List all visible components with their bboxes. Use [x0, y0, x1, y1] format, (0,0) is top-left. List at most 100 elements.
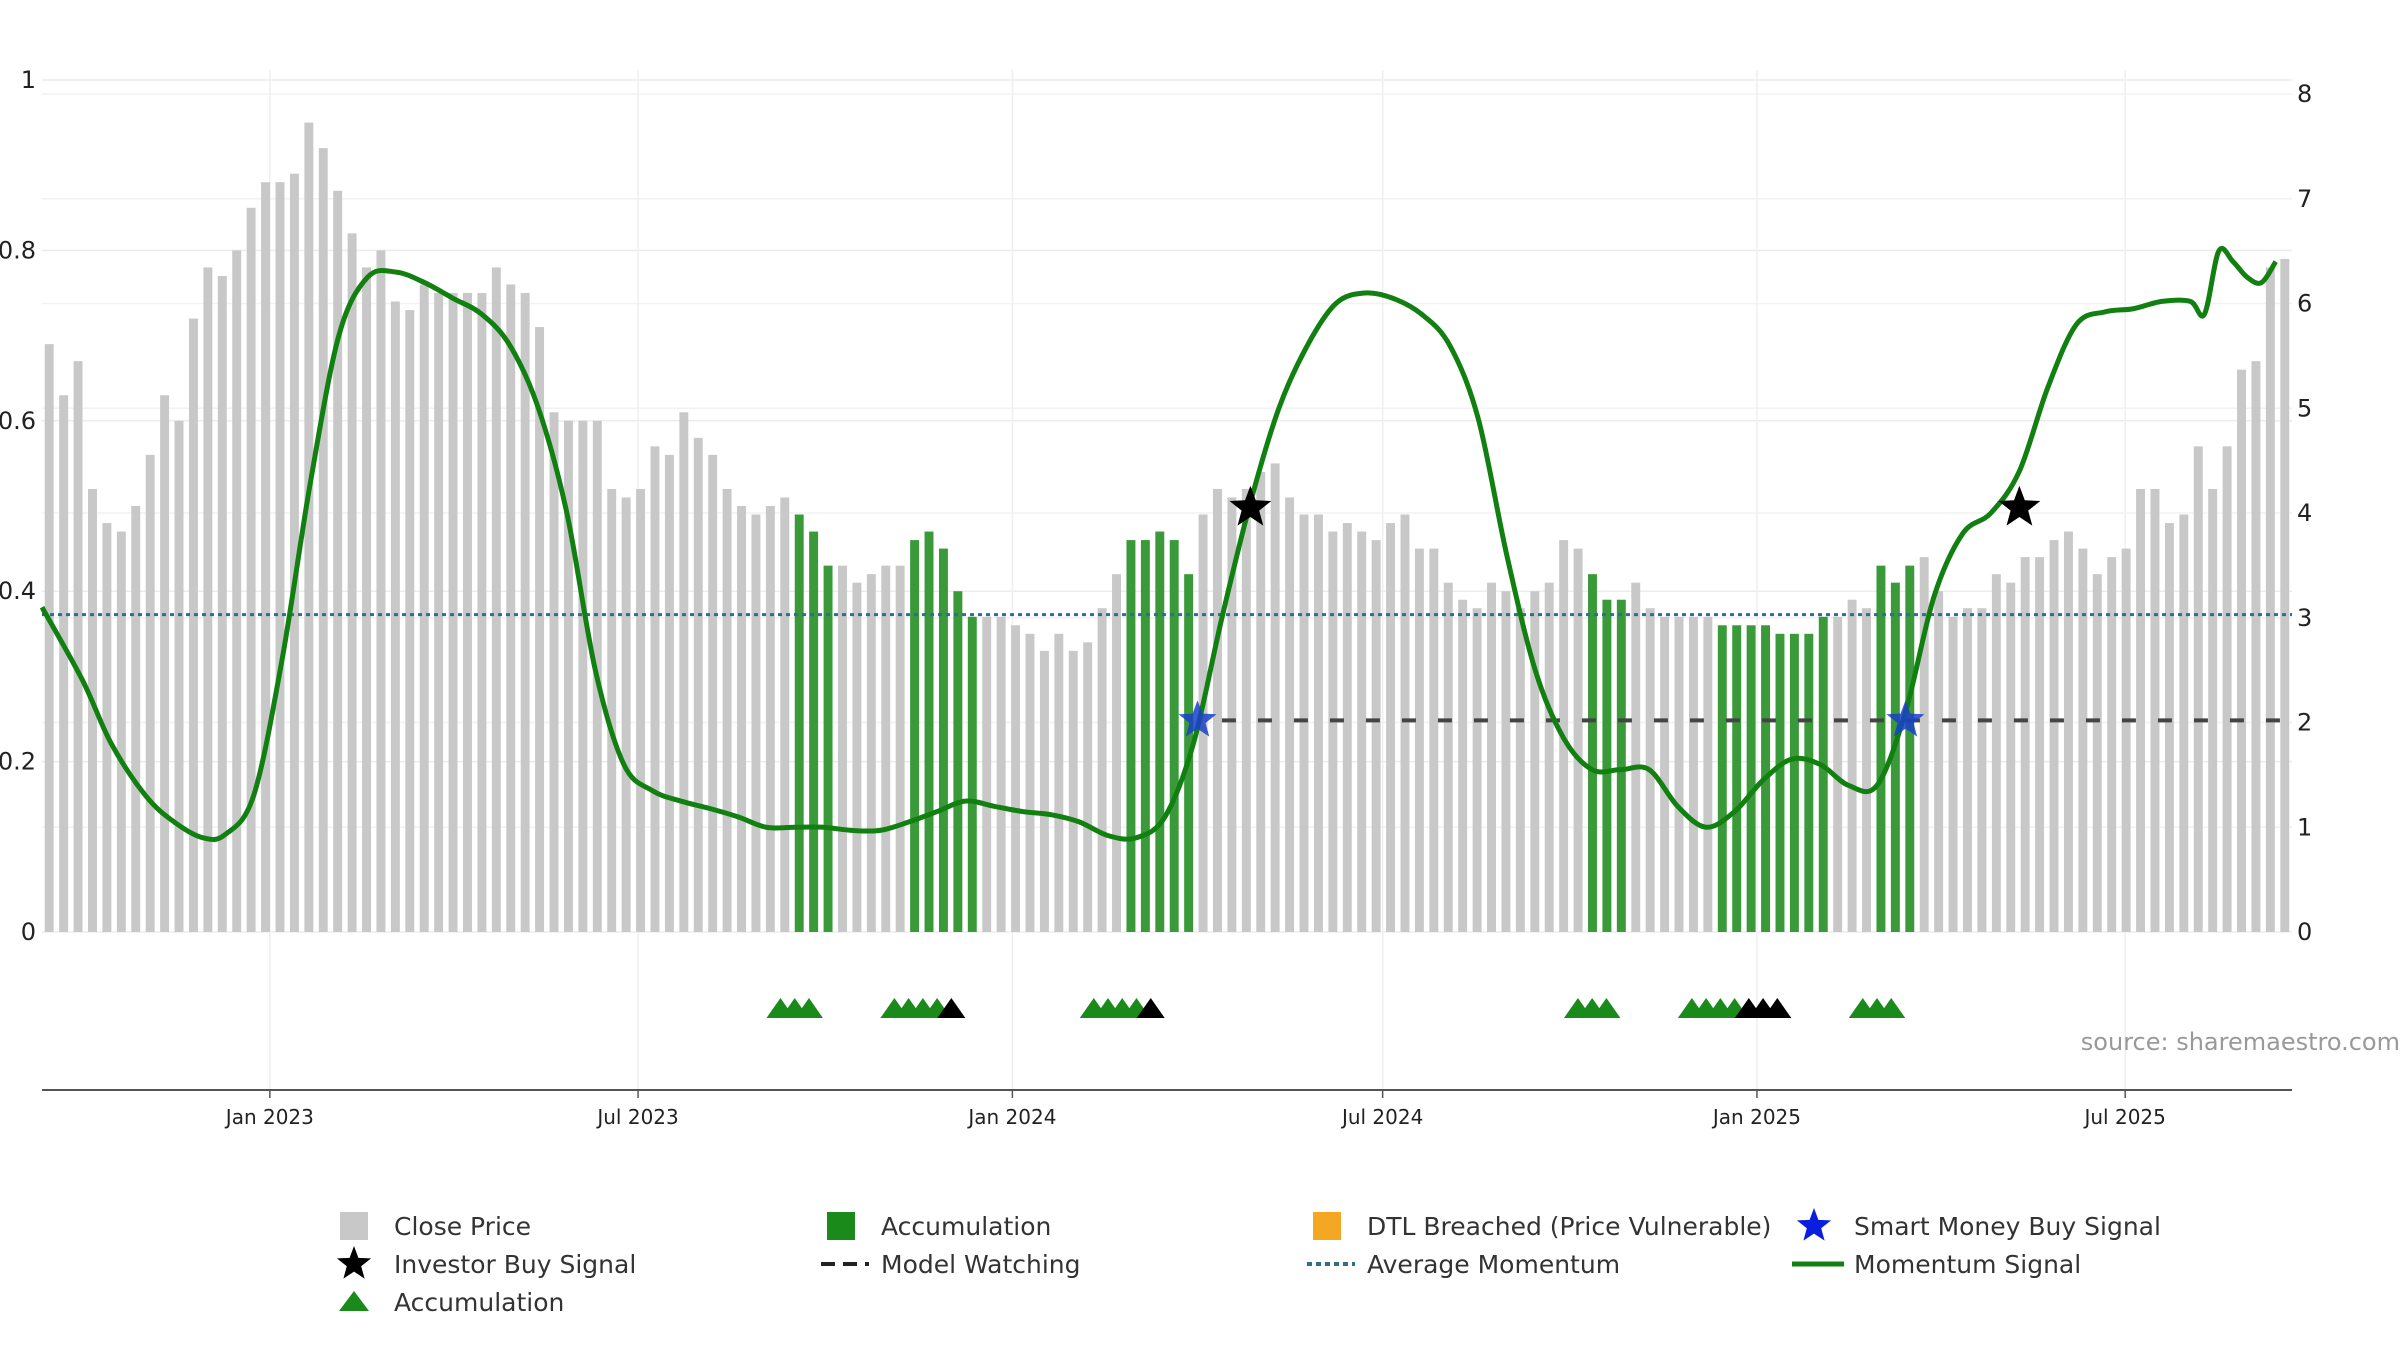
- legend: Close Price Accumulation DTL Breached (P…: [330, 1208, 2210, 1328]
- close-price-bar: [217, 275, 227, 933]
- legend-label: Accumulation: [394, 1287, 565, 1317]
- accumulation-bar: [1876, 565, 1886, 932]
- right-tick-label: 7: [2297, 185, 2312, 213]
- close-price-bar: [59, 395, 69, 932]
- right-tick-label: 8: [2297, 80, 2312, 108]
- close-price-bar: [174, 420, 184, 932]
- legend-dtl-breached: DTL Breached (Price Vulnerable): [1303, 1208, 1771, 1244]
- x-tick-label: Jul 2023: [595, 1105, 678, 1129]
- close-price-bar: [390, 301, 400, 932]
- x-tick-label: Jul 2024: [1340, 1105, 1423, 1129]
- close-price-bar: [1386, 523, 1396, 932]
- dashed-line-icon: [817, 1246, 873, 1282]
- close-price-bar: [1544, 582, 1554, 932]
- right-y-axis-ticks: 0 1 2 3 4 5 6 7 8: [2297, 80, 2312, 946]
- close-price-bar: [607, 488, 617, 932]
- close-price-bar: [203, 267, 213, 932]
- close-price-bar: [434, 293, 444, 932]
- close-price-bar: [477, 293, 487, 932]
- x-axis-ticks: Jan 2023 Jul 2023 Jan 2024 Jul 2024 Jan 2025…: [224, 1090, 2166, 1129]
- close-price-bar: [1112, 574, 1121, 932]
- close-price-bar: [1977, 608, 1987, 932]
- accumulation-markers: [766, 998, 1906, 1018]
- x-tick-label: Jan 2025: [1711, 1105, 1801, 1129]
- close-price-bar: [1458, 599, 1468, 932]
- close-price-bar: [2092, 574, 2102, 932]
- close-price-bar: [1487, 582, 1496, 932]
- right-tick-label: 3: [2297, 604, 2312, 632]
- close-price-bar: [2179, 514, 2189, 932]
- close-price-bar: [1025, 633, 1035, 932]
- smart-money-star-icon: [1886, 700, 1925, 737]
- grid-lines: [42, 70, 2292, 1090]
- accumulation-triangle-icon: [1592, 998, 1621, 1018]
- close-price-bar: [2049, 540, 2059, 932]
- accumulation-triangle-icon: [1763, 998, 1792, 1018]
- close-price-bar: [275, 182, 285, 933]
- close-price-bar: [246, 207, 256, 933]
- close-price-bar: [621, 497, 631, 932]
- legend-label: Close Price: [394, 1211, 532, 1241]
- close-price-bar: [88, 488, 97, 932]
- source-label: source: sharemaestro.com: [2081, 1028, 2400, 1056]
- close-price-bar: [1631, 582, 1641, 932]
- close-price-bar: [116, 531, 126, 932]
- legend-average-momentum: Average Momentum: [1303, 1246, 1620, 1282]
- accumulation-bar: [1775, 633, 1785, 932]
- close-price-bar: [895, 565, 905, 932]
- close-price-bar: [506, 284, 516, 933]
- accumulation-bar: [1746, 625, 1756, 932]
- close-price-bar: [1862, 608, 1871, 932]
- close-price-bar: [1660, 616, 1670, 932]
- legend-momentum-signal: Momentum Signal: [1790, 1246, 2081, 1282]
- green-triangle-icon: [330, 1284, 386, 1320]
- accumulation-bar: [953, 591, 963, 932]
- accumulation-bar: [967, 616, 977, 932]
- close-price-bar: [1068, 650, 1078, 932]
- right-tick-label: 4: [2297, 499, 2312, 527]
- orange-square-icon: [1303, 1208, 1359, 1244]
- accumulation-bar: [1602, 599, 1612, 932]
- close-price-bar: [1241, 488, 1251, 932]
- close-price-bar: [2150, 488, 2160, 932]
- close-price-bar: [362, 267, 371, 932]
- investor-buy-star-icon: [1998, 485, 2041, 526]
- close-price-bar: [1414, 548, 1424, 932]
- close-price-bar: [405, 310, 415, 932]
- close-price-bar: [679, 412, 689, 932]
- close-price-bar: [1313, 514, 1323, 932]
- close-price-bar: [2121, 548, 2131, 932]
- close-price-bar: [44, 344, 54, 932]
- close-price-bar: [1703, 616, 1713, 932]
- close-price-bar: [1833, 616, 1843, 932]
- close-price-bar: [1054, 633, 1064, 932]
- left-tick-label: 0.4: [0, 577, 36, 605]
- accumulation-bar: [1717, 625, 1727, 932]
- close-price-bar: [578, 420, 588, 932]
- accumulation-bar: [924, 531, 934, 932]
- close-price-bar: [780, 497, 790, 932]
- legend-accumulation-marker: Accumulation: [330, 1284, 564, 1320]
- close-price-bar: [1270, 463, 1280, 932]
- close-price-bar: [1285, 497, 1295, 932]
- close-price-bar: [463, 293, 472, 932]
- legend-label: Average Momentum: [1367, 1249, 1621, 1279]
- close-price-bar: [765, 506, 775, 932]
- close-price-bar: [693, 437, 703, 932]
- close-price-bar: [722, 488, 732, 932]
- close-price-bar: [751, 514, 761, 932]
- right-tick-label: 2: [2297, 709, 2312, 737]
- right-tick-label: 1: [2297, 813, 2312, 841]
- accumulation-triangle-icon: [794, 998, 823, 1018]
- close-price-bar: [1227, 497, 1237, 932]
- left-tick-label: 0: [21, 918, 36, 946]
- close-price-bar: [131, 506, 141, 932]
- signal-stars: [1178, 485, 2041, 737]
- accumulation-triangle-icon: [1136, 998, 1165, 1018]
- accumulation-bar: [1588, 574, 1597, 932]
- right-tick-label: 0: [2297, 918, 2312, 946]
- accumulation-bar: [1616, 599, 1626, 932]
- green-square-icon: [817, 1208, 873, 1244]
- close-price-bar: [996, 616, 1006, 932]
- close-price-bar: [520, 293, 530, 932]
